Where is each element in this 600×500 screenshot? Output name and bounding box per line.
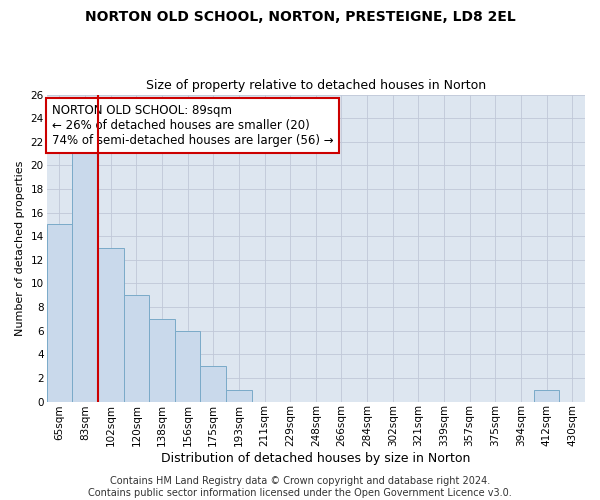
Bar <box>200 366 226 402</box>
Bar <box>175 330 200 402</box>
Text: Contains HM Land Registry data © Crown copyright and database right 2024.
Contai: Contains HM Land Registry data © Crown c… <box>88 476 512 498</box>
Text: NORTON OLD SCHOOL, NORTON, PRESTEIGNE, LD8 2EL: NORTON OLD SCHOOL, NORTON, PRESTEIGNE, L… <box>85 10 515 24</box>
X-axis label: Distribution of detached houses by size in Norton: Distribution of detached houses by size … <box>161 452 470 465</box>
Y-axis label: Number of detached properties: Number of detached properties <box>15 160 25 336</box>
Bar <box>149 319 175 402</box>
Bar <box>124 296 149 402</box>
Title: Size of property relative to detached houses in Norton: Size of property relative to detached ho… <box>146 79 486 92</box>
Text: NORTON OLD SCHOOL: 89sqm
← 26% of detached houses are smaller (20)
74% of semi-d: NORTON OLD SCHOOL: 89sqm ← 26% of detach… <box>52 104 334 147</box>
Bar <box>47 224 72 402</box>
Bar <box>72 142 98 402</box>
Bar <box>98 248 124 402</box>
Bar <box>226 390 251 402</box>
Bar <box>534 390 559 402</box>
